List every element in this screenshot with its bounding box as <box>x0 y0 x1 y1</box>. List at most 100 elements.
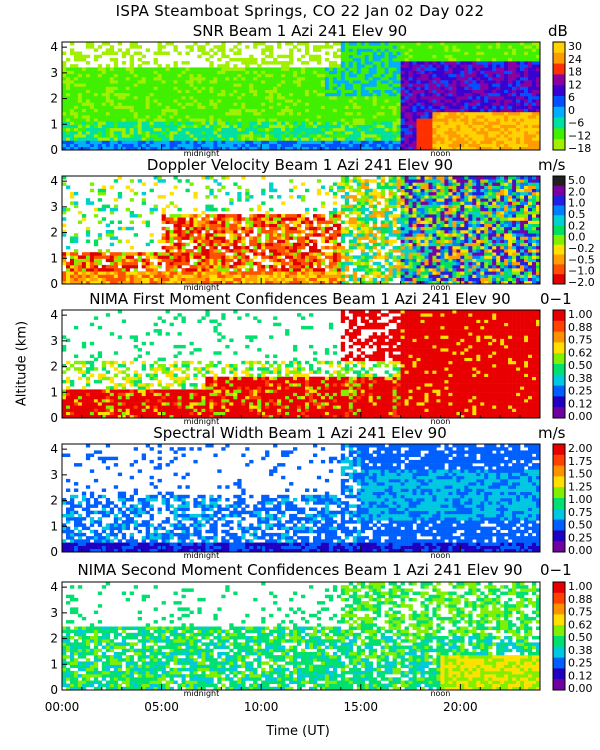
heatmap-cell <box>141 67 146 71</box>
heatmap-cell <box>448 102 453 106</box>
heatmap-cell <box>400 61 405 65</box>
heatmap-cell <box>484 48 489 52</box>
heatmap-cell <box>70 124 75 129</box>
heatmap-cell <box>74 73 79 78</box>
heatmap-cell <box>392 108 397 113</box>
heatmap-cell <box>492 146 497 151</box>
heatmap-cell <box>93 274 99 278</box>
heatmap-cell <box>424 140 429 144</box>
heatmap-cell <box>384 51 389 55</box>
heatmap-cell <box>66 124 71 129</box>
heatmap-cell <box>464 70 469 75</box>
heatmap-cell <box>189 249 194 253</box>
heatmap-cell <box>121 264 127 269</box>
heatmap-cell <box>261 226 266 231</box>
heatmap-cell <box>62 86 67 90</box>
heatmap-cell <box>233 264 238 269</box>
heatmap-cell <box>125 277 130 282</box>
heatmap-cell <box>512 146 517 151</box>
heatmap-cell <box>332 92 338 97</box>
heatmap-cell <box>209 252 214 256</box>
heatmap-cell <box>297 76 302 81</box>
heatmap-cell <box>368 96 373 100</box>
heatmap-cell <box>420 102 425 106</box>
heatmap-cell <box>344 51 350 55</box>
heatmap-cell <box>225 64 230 68</box>
heatmap-cell <box>133 130 138 135</box>
heatmap-cell <box>492 111 497 116</box>
heatmap-cell <box>89 83 95 87</box>
heatmap-cell <box>70 258 75 263</box>
heatmap-cell <box>221 140 226 144</box>
heatmap-cell <box>129 214 134 218</box>
heatmap-cell <box>133 274 138 278</box>
heatmap-cell <box>464 89 469 94</box>
heatmap-cell <box>528 83 533 87</box>
heatmap-cell <box>141 83 146 87</box>
heatmap-cell <box>392 45 397 49</box>
heatmap-cell <box>452 134 457 138</box>
heatmap-cell <box>277 140 282 144</box>
heatmap-cell <box>153 102 158 106</box>
heatmap-cell <box>480 80 485 84</box>
heatmap-cell <box>225 115 230 119</box>
heatmap-cell <box>105 92 111 97</box>
heatmap-cell <box>388 115 393 119</box>
heatmap-cell <box>66 111 71 116</box>
heatmap-cell <box>520 42 525 46</box>
heatmap-cell <box>89 73 95 78</box>
heatmap-cell <box>105 48 111 52</box>
heatmap-cell <box>500 140 505 144</box>
heatmap-cell <box>74 99 79 103</box>
heatmap-cell <box>241 143 246 148</box>
heatmap-cell <box>277 233 282 237</box>
heatmap-cell <box>364 61 369 65</box>
heatmap-cell <box>504 108 509 113</box>
heatmap-cell <box>372 115 377 119</box>
heatmap-cell <box>309 277 314 282</box>
heatmap-cell <box>117 108 123 113</box>
heatmap-cell <box>109 252 115 256</box>
heatmap-cell <box>161 236 166 240</box>
heatmap-cell <box>484 108 489 113</box>
heatmap-cell <box>356 130 362 135</box>
heatmap-cell <box>281 105 286 109</box>
heatmap-cell <box>165 137 170 141</box>
heatmap-cell <box>85 73 91 78</box>
heatmap-cell <box>133 191 138 196</box>
heatmap-cell <box>301 89 306 94</box>
heatmap-cell <box>233 118 238 122</box>
heatmap-cell <box>241 86 246 90</box>
heatmap-cell <box>516 80 521 84</box>
heatmap-cell <box>121 67 127 71</box>
heatmap-cell <box>380 146 385 151</box>
heatmap-cell <box>113 236 119 240</box>
heatmap-cell <box>424 115 429 119</box>
heatmap-cell <box>285 274 290 278</box>
heatmap-cell <box>293 124 298 129</box>
heatmap-cell <box>133 140 138 144</box>
heatmap-cell <box>253 42 258 46</box>
heatmap-cell <box>293 96 298 100</box>
heatmap-cell <box>229 230 234 234</box>
heatmap-cell <box>472 70 477 75</box>
heatmap-cell <box>532 86 537 90</box>
heatmap-cell <box>85 92 91 97</box>
heatmap-cell <box>97 140 103 144</box>
heatmap-cell <box>400 102 405 106</box>
heatmap-cell <box>344 130 350 135</box>
heatmap-cell <box>261 111 266 116</box>
heatmap-cell <box>328 124 334 129</box>
heatmap-cell <box>305 255 310 259</box>
heatmap-cell <box>468 121 473 125</box>
heatmap-cell <box>66 268 71 272</box>
heatmap-cell <box>185 252 190 256</box>
heatmap-cell <box>269 182 274 186</box>
heatmap-cell <box>261 76 266 81</box>
heatmap-cell <box>137 146 142 151</box>
heatmap-cell <box>412 105 417 109</box>
heatmap-cell <box>97 236 103 240</box>
heatmap-cell <box>388 80 393 84</box>
heatmap-cell <box>149 277 154 282</box>
heatmap-cell <box>157 111 162 116</box>
